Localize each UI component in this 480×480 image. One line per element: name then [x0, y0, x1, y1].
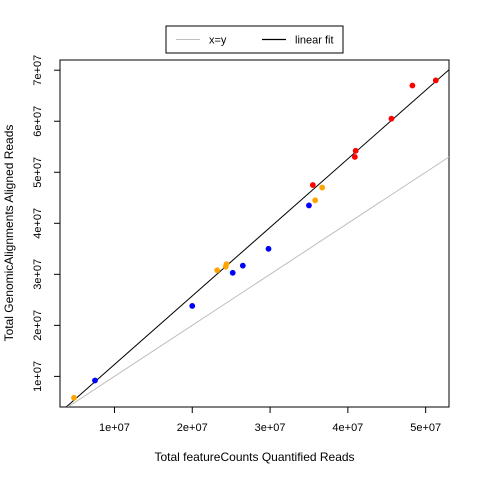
data-point-2-5 [432, 77, 439, 84]
y-tick-label-5: 6e+07 [32, 106, 44, 137]
data-point-0-5 [306, 202, 312, 209]
legend-label-linear-fit: linear fit [295, 35, 334, 47]
y-tick-label-3: 4e+07 [32, 208, 44, 239]
plot-frame [59, 59, 450, 408]
data-point-2-4 [409, 82, 416, 89]
y-tick-label-4: 5e+07 [32, 157, 44, 188]
linear-fit-line [65, 69, 449, 407]
x-tick-label-1: 2e+07 [177, 422, 208, 434]
data-point-1-3 [223, 261, 230, 268]
y-axis: 1e+07 2e+07 3e+07 4e+07 5e+07 6e+07 7e+07 [32, 55, 60, 392]
data-point-2-3 [388, 115, 395, 122]
y-tick-label-1: 2e+07 [32, 310, 44, 341]
y-tick-label-6: 7e+07 [32, 55, 44, 86]
y-axis-title: Total GenomicAlignments Aligned Reads [2, 125, 16, 342]
data-point-0-4 [265, 245, 272, 252]
data-point-2-0 [309, 182, 316, 188]
data-point-1-0 [71, 394, 77, 401]
x-tick-label-4: 5e+07 [410, 422, 441, 434]
data-point-1-5 [319, 184, 326, 191]
x-tick-label-0: 1e+07 [99, 422, 130, 434]
data-point-0-2 [229, 269, 236, 276]
y-tick-label-2: 3e+07 [32, 259, 44, 290]
legend: x=y linear fit [165, 25, 344, 54]
data-point-1-1 [214, 267, 221, 274]
data-point-2-1 [351, 154, 358, 160]
legend-label-x-equals-y: x=y [209, 35, 227, 47]
x-axis: 1e+07 2e+07 3e+07 4e+07 5e+07 [99, 407, 441, 434]
x-tick-label-3: 4e+07 [332, 422, 363, 434]
y-tick-label-0: 1e+07 [32, 361, 44, 392]
data-points [71, 77, 439, 401]
x-tick-label-2: 3e+07 [255, 422, 286, 434]
data-point-1-4 [312, 197, 319, 204]
data-point-0-3 [239, 262, 246, 269]
data-point-0-0 [92, 377, 98, 384]
x-axis-title: Total featureCounts Quantified Reads [154, 450, 354, 464]
data-point-2-2 [352, 147, 359, 154]
data-point-0-1 [189, 303, 196, 309]
x-equals-y-line [66, 156, 449, 407]
